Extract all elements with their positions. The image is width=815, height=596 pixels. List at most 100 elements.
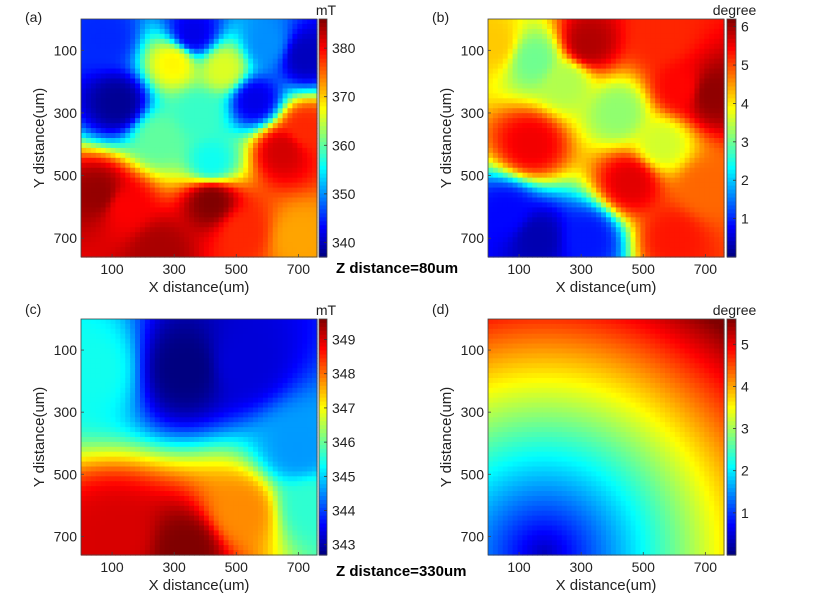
- heatmap-cell: [159, 319, 166, 325]
- heatmap-cell: [203, 33, 210, 40]
- heatmap-cell: [248, 88, 254, 94]
- heatmap-cell: [243, 323, 249, 330]
- heatmap-cell: [645, 78, 651, 85]
- heatmap-cell: [537, 247, 543, 253]
- heatmap-cell: [502, 58, 509, 65]
- heatmap-cell: [665, 232, 671, 238]
- colorbar-segment: [319, 110, 327, 115]
- heatmap-cell: [694, 133, 701, 139]
- heatmap-cell: [507, 123, 514, 129]
- heatmap-cell: [110, 19, 117, 25]
- heatmap-cell: [507, 167, 514, 174]
- heatmap-cell: [174, 138, 180, 144]
- heatmap-cell: [81, 142, 87, 149]
- heatmap-cell: [135, 237, 141, 243]
- heatmap-cell: [248, 328, 254, 335]
- heatmap-cell: [307, 53, 313, 60]
- heatmap-cell: [586, 58, 592, 65]
- heatmap-cell: [502, 237, 509, 243]
- heatmap-cell: [302, 103, 308, 109]
- heatmap-cell: [277, 147, 284, 154]
- heatmap-cell: [115, 58, 121, 65]
- heatmap-cell: [169, 19, 176, 25]
- heatmap-cell: [218, 328, 225, 335]
- heatmap-cell: [586, 68, 592, 75]
- heatmap-cell: [238, 232, 244, 238]
- heatmap-cell: [223, 157, 230, 164]
- heatmap-cell: [164, 118, 171, 124]
- heatmap-cell: [492, 142, 499, 149]
- heatmap-cell: [556, 177, 563, 184]
- heatmap-cell: [704, 93, 710, 99]
- heatmap-cell: [591, 73, 597, 80]
- heatmap-cell: [551, 192, 558, 199]
- heatmap-cell: [267, 222, 274, 228]
- heatmap-cell: [517, 83, 524, 90]
- heatmap-cell: [669, 108, 676, 114]
- heatmap-cell: [507, 113, 514, 119]
- heatmap-cell: [699, 43, 705, 50]
- heatmap-cell: [606, 142, 612, 149]
- heatmap-cell: [527, 63, 533, 70]
- heatmap-cell: [144, 222, 151, 228]
- heatmap-cell: [581, 33, 587, 40]
- heatmap-cell: [164, 28, 171, 35]
- heatmap-cell: [704, 58, 710, 65]
- heatmap-cell: [542, 138, 548, 144]
- heatmap-cell: [556, 43, 563, 50]
- colorbar-segment: [727, 34, 736, 40]
- heatmap-cell: [140, 133, 146, 139]
- colorbar-segment: [727, 26, 736, 32]
- heatmap-cell: [645, 237, 651, 243]
- heatmap-cell: [223, 43, 230, 50]
- heatmap-cell: [669, 73, 676, 80]
- heatmap-cell: [135, 232, 141, 238]
- colorbar-segment: [319, 34, 327, 40]
- heatmap-cell: [164, 58, 171, 65]
- heatmap-cell: [135, 147, 141, 154]
- heatmap-cell: [174, 328, 180, 335]
- heatmap-cell: [620, 182, 627, 189]
- heatmap-cell: [542, 43, 548, 50]
- heatmap-cell: [312, 48, 318, 55]
- heatmap-cell: [292, 83, 298, 90]
- heatmap-cell: [110, 138, 117, 144]
- heatmap-cell: [213, 43, 220, 50]
- heatmap-cell: [238, 23, 244, 30]
- heatmap-cell: [512, 138, 519, 144]
- heatmap-cell: [556, 222, 563, 228]
- heatmap-cell: [591, 217, 597, 223]
- heatmap-cell: [635, 197, 642, 204]
- heatmap-cell: [238, 167, 244, 174]
- heatmap-cell: [169, 202, 176, 209]
- heatmap-cell: [596, 33, 602, 40]
- heatmap-cell: [517, 113, 524, 119]
- heatmap-cell: [601, 63, 607, 70]
- heatmap-cell: [581, 167, 587, 174]
- heatmap-cell: [282, 187, 289, 194]
- heatmap-cell: [90, 338, 97, 345]
- heatmap-cell: [307, 147, 313, 154]
- heatmap-cell: [620, 63, 627, 70]
- heatmap-cell: [262, 207, 269, 213]
- heatmap-cell: [282, 167, 289, 174]
- heatmap-cell: [492, 93, 499, 99]
- heatmap-cell: [527, 48, 533, 55]
- heatmap-cell: [243, 232, 249, 238]
- heatmap-cell: [714, 108, 720, 114]
- heatmap-cell: [679, 192, 686, 199]
- heatmap-cell: [640, 187, 646, 194]
- heatmap-cell: [95, 152, 102, 159]
- heatmap-cell: [551, 73, 558, 80]
- heatmap-cell: [537, 147, 543, 154]
- heatmap-cell: [660, 202, 666, 209]
- heatmap-cell: [610, 68, 617, 75]
- heatmap-cell: [689, 48, 696, 55]
- heatmap-cell: [704, 88, 710, 94]
- heatmap-cell: [125, 118, 131, 124]
- heatmap-cell: [248, 28, 254, 35]
- heatmap-cell: [287, 128, 294, 134]
- y-tick-label: 500: [54, 168, 78, 184]
- heatmap-cell: [547, 227, 553, 233]
- heatmap-cell: [610, 73, 617, 80]
